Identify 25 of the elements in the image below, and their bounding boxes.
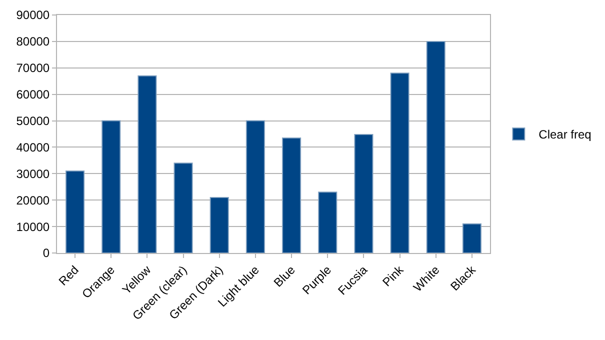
bar: [210, 196, 229, 253]
y-tick-label: 10000: [16, 220, 50, 234]
bar: [318, 192, 338, 253]
bar: [138, 75, 157, 253]
legend-label: Clear freq: [538, 128, 592, 142]
y-tick-label: 0: [42, 246, 50, 260]
y-tick-label: 30000: [16, 166, 50, 181]
bar: [426, 40, 446, 253]
y-tick-label: 50000: [16, 114, 50, 128]
y-tick-label: 90000: [16, 8, 50, 22]
bar: [246, 120, 265, 253]
x-tick-label: Pink: [380, 262, 407, 290]
bar: [390, 72, 410, 253]
bar: [282, 137, 302, 253]
bar: [102, 120, 121, 253]
bar: [354, 134, 374, 253]
y-tick-label: 20000: [16, 193, 50, 208]
x-tick-label: Blue: [271, 262, 298, 290]
y-tick-label: 60000: [16, 88, 50, 102]
bar: [174, 162, 193, 253]
y-tick-label: 70000: [16, 61, 50, 76]
y-tick-label: 40000: [16, 140, 50, 154]
bar: [66, 170, 85, 253]
y-tick-label: 80000: [16, 34, 50, 49]
bar: [462, 223, 482, 253]
